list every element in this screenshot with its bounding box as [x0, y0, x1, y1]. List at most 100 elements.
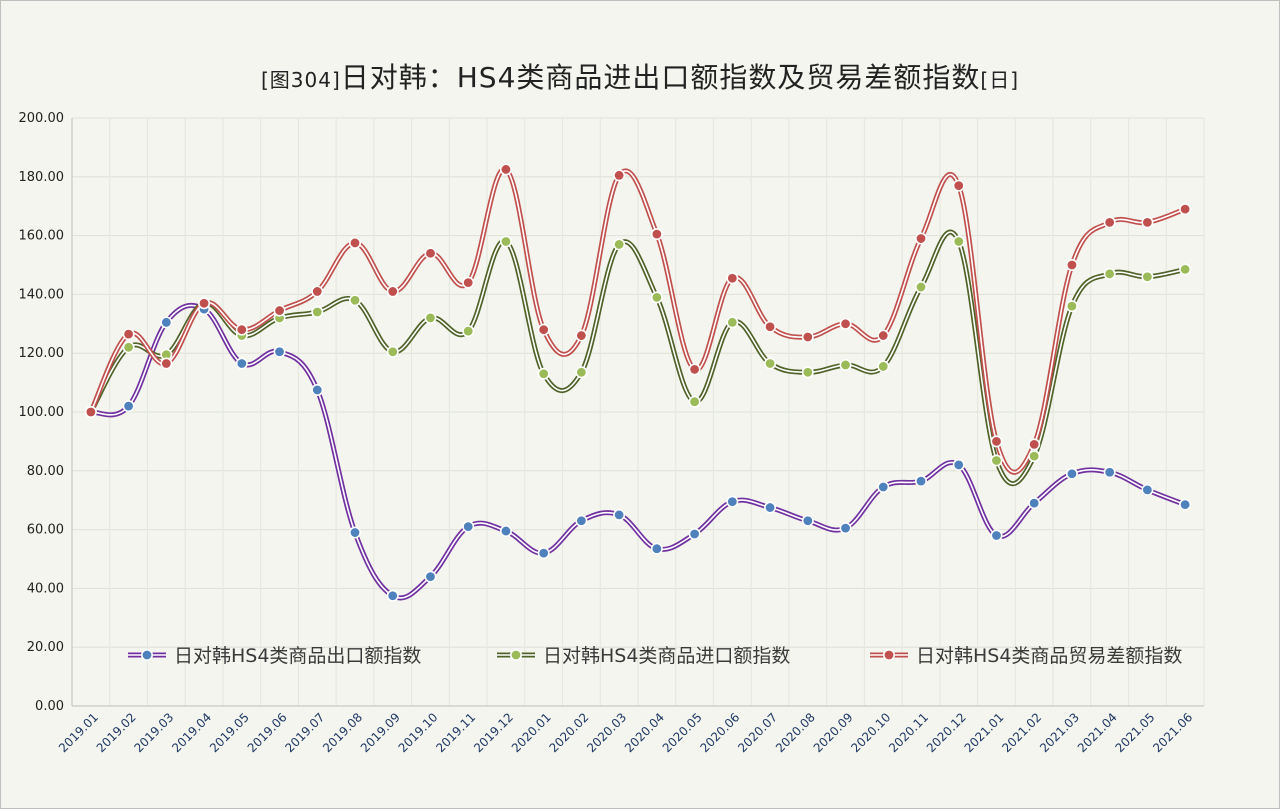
data-point — [990, 435, 1003, 448]
data-point — [537, 547, 550, 560]
data-point — [311, 383, 324, 396]
data-point — [1179, 203, 1192, 216]
data-point — [1141, 483, 1154, 496]
x-tick-label: 2021.04 — [1075, 710, 1120, 755]
data-point — [537, 367, 550, 380]
data-point — [726, 495, 739, 508]
data-point — [1103, 267, 1116, 280]
x-tick-label: 2019.02 — [94, 710, 139, 755]
data-point — [726, 316, 739, 329]
data-point — [424, 247, 437, 260]
data-point — [801, 331, 814, 344]
x-tick-label: 2019.11 — [433, 710, 478, 755]
x-tick-label: 2021.06 — [1150, 710, 1195, 755]
y-tick-label: 60.00 — [27, 523, 64, 538]
y-tick-label: 100.00 — [19, 405, 65, 420]
x-tick-label: 2020.10 — [848, 710, 893, 755]
legend-label: 日对韩HS4类商品贸易差额指数 — [916, 645, 1182, 667]
data-point — [537, 323, 550, 336]
x-tick-label: 2019.05 — [207, 710, 252, 755]
data-point — [575, 329, 588, 342]
title-suffix: [日] — [980, 68, 1020, 92]
x-tick-label: 2019.09 — [358, 710, 403, 755]
data-point — [1103, 466, 1116, 479]
data-point — [877, 480, 890, 493]
data-point — [990, 454, 1003, 467]
data-point — [877, 360, 890, 373]
data-point — [160, 357, 173, 370]
data-point — [764, 320, 777, 333]
data-point — [1179, 498, 1192, 511]
data-point — [1103, 216, 1116, 229]
data-point — [386, 589, 399, 602]
data-point — [688, 395, 701, 408]
x-tick-label: 2020.04 — [622, 710, 667, 755]
x-tick-label: 2020.01 — [509, 710, 554, 755]
title-main: 日对韩：HS4类商品进出口额指数及贸易差额指数 — [340, 61, 981, 94]
data-point — [84, 405, 97, 418]
x-tick-label: 2021.01 — [962, 710, 1007, 755]
x-tick-label: 2019.03 — [131, 710, 176, 755]
x-tick-label: 2019.08 — [320, 710, 365, 755]
data-point — [462, 520, 475, 533]
data-point — [613, 508, 626, 521]
data-point — [839, 317, 852, 330]
data-point — [462, 325, 475, 338]
data-point — [877, 329, 890, 342]
data-point — [273, 304, 286, 317]
data-point — [575, 366, 588, 379]
data-point — [914, 475, 927, 488]
legend-label: 日对韩HS4类商品进口额指数 — [543, 645, 790, 667]
legend-label: 日对韩HS4类商品出口额指数 — [174, 645, 421, 667]
data-point — [348, 236, 361, 249]
data-point — [235, 357, 248, 370]
x-tick-label: 2019.12 — [471, 710, 516, 755]
y-tick-label: 80.00 — [27, 464, 64, 479]
data-point — [688, 528, 701, 541]
y-tick-label: 40.00 — [27, 581, 64, 596]
data-point — [764, 357, 777, 370]
data-point — [952, 235, 965, 248]
x-tick-label: 2019.07 — [282, 710, 327, 755]
data-point — [424, 570, 437, 583]
x-tick-label: 2021.03 — [1037, 710, 1082, 755]
data-point — [952, 179, 965, 192]
data-point — [1141, 270, 1154, 283]
data-point — [575, 514, 588, 527]
data-point — [1028, 438, 1041, 451]
data-point — [1065, 300, 1078, 313]
data-point — [613, 169, 626, 182]
data-point — [801, 514, 814, 527]
legend-marker — [509, 648, 522, 661]
grid-lines — [71, 117, 1205, 707]
series-lines — [84, 163, 1192, 602]
data-point — [311, 285, 324, 298]
x-tick-label: 2019.10 — [396, 710, 441, 755]
y-tick-label: 120.00 — [19, 346, 65, 361]
data-point — [1028, 497, 1041, 510]
x-tick-label: 2020.05 — [660, 710, 705, 755]
x-tick-label: 2021.02 — [999, 710, 1044, 755]
data-point — [311, 306, 324, 319]
data-point — [424, 311, 437, 324]
y-axis: 0.00 20.00 40.00 60.00 80.00 100.00 120.00 140.… — [19, 111, 73, 714]
data-point — [348, 294, 361, 307]
data-point — [1179, 263, 1192, 276]
data-point — [122, 400, 135, 413]
data-point — [914, 281, 927, 294]
data-point — [688, 363, 701, 376]
x-tick-label: 2020.08 — [773, 710, 818, 755]
data-point — [235, 323, 248, 336]
data-point — [348, 526, 361, 539]
y-tick-label: 180.00 — [19, 170, 65, 185]
data-point — [1065, 467, 1078, 480]
x-tick-label: 2019.01 — [56, 710, 101, 755]
chart-title: [图304]日对韩：HS4类商品进出口额指数及贸易差额指数[日] — [0, 56, 1280, 96]
data-point — [1065, 258, 1078, 271]
data-point — [122, 341, 135, 354]
data-point — [1028, 450, 1041, 463]
data-point — [952, 458, 965, 471]
x-tick-label: 2020.02 — [547, 710, 592, 755]
y-tick-label: 200.00 — [19, 111, 65, 126]
